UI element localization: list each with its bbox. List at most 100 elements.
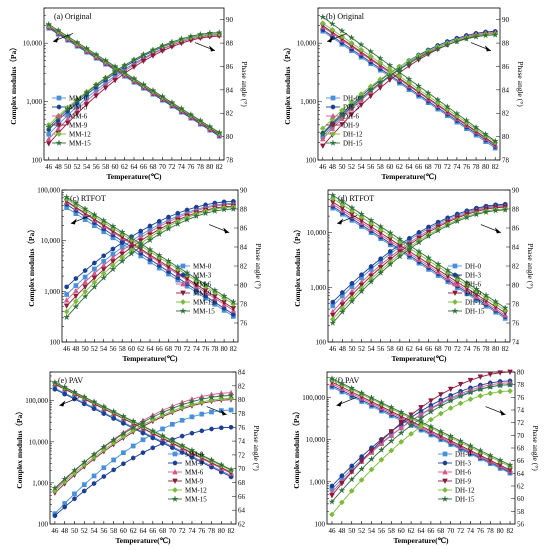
phase-point bbox=[386, 260, 394, 268]
phase-point bbox=[187, 32, 195, 40]
y-right-tick-label: 88 bbox=[226, 40, 234, 48]
x-tick-label: 64 bbox=[416, 345, 424, 353]
x-tick-label: 80 bbox=[206, 163, 214, 171]
y-right-tick-label: 64 bbox=[517, 470, 525, 478]
phase-point bbox=[109, 436, 118, 444]
modulus-point bbox=[198, 451, 206, 459]
y-right-tick-label: 68 bbox=[517, 445, 525, 453]
panel-title: (d) RTFOT bbox=[338, 194, 374, 203]
panel-title: (e) PAV bbox=[58, 376, 83, 385]
x-tick-label: 72 bbox=[454, 345, 462, 353]
phase-point bbox=[457, 381, 464, 388]
modulus-point bbox=[168, 98, 176, 106]
phase-point bbox=[62, 504, 68, 510]
phase-point bbox=[377, 445, 386, 454]
y-left-tick-label: 100 bbox=[315, 521, 326, 529]
modulus-point bbox=[338, 26, 346, 34]
x-tick-label: 76 bbox=[473, 345, 481, 353]
x-tick-label: 62 bbox=[137, 345, 145, 353]
legend-label: DH-0 bbox=[465, 263, 481, 271]
phase-point bbox=[367, 455, 376, 463]
y-right-tick-label: 78 bbox=[517, 381, 525, 389]
legend-marker bbox=[172, 451, 178, 457]
phase-point bbox=[62, 313, 71, 321]
phase-point bbox=[188, 397, 196, 405]
modulus-point bbox=[81, 401, 87, 407]
modulus-point bbox=[348, 384, 356, 392]
x-tick-label: 72 bbox=[184, 345, 192, 353]
modulus-point bbox=[81, 204, 89, 213]
modulus-point bbox=[158, 92, 167, 100]
legend-marker bbox=[180, 280, 186, 287]
legend-marker bbox=[56, 95, 62, 101]
x-tick-label: 46 bbox=[319, 163, 327, 171]
modulus-point bbox=[414, 82, 423, 90]
legend-marker bbox=[452, 272, 458, 278]
x-tick-label: 62 bbox=[396, 163, 404, 171]
y-right-tick-label: 80 bbox=[226, 133, 234, 141]
x-tick-label: 58 bbox=[119, 345, 127, 353]
phase-point bbox=[481, 31, 490, 39]
phase-point bbox=[82, 88, 91, 96]
phase-point bbox=[443, 40, 452, 48]
phase-point bbox=[166, 214, 171, 220]
phase-point bbox=[229, 205, 238, 213]
x-tick-label: 56 bbox=[93, 163, 101, 171]
modulus-point bbox=[338, 197, 347, 205]
phase-point bbox=[73, 283, 79, 288]
phase-point bbox=[347, 102, 356, 110]
phase-point bbox=[81, 482, 87, 487]
modulus-point bbox=[101, 411, 107, 416]
y-right-tick-label: 58 bbox=[517, 508, 525, 516]
phase-point bbox=[348, 469, 355, 475]
y-right-tick-label: 66 bbox=[517, 457, 525, 465]
phase-point bbox=[367, 93, 374, 100]
left-axis-arrowhead bbox=[59, 400, 66, 407]
modulus-point bbox=[463, 278, 471, 287]
phase-point bbox=[51, 484, 59, 492]
x-tick-label: 50 bbox=[338, 163, 346, 171]
phase-point bbox=[211, 207, 219, 215]
phase-point bbox=[424, 232, 433, 240]
phase-point bbox=[109, 265, 117, 273]
modulus-point bbox=[119, 412, 128, 420]
modulus-point bbox=[178, 441, 186, 449]
legend-marker bbox=[56, 122, 62, 129]
phase-point bbox=[434, 44, 442, 52]
x-tick-label: 60 bbox=[128, 345, 136, 353]
modulus-point bbox=[170, 445, 175, 451]
modulus-point bbox=[101, 56, 110, 64]
y-right-tick-label: 76 bbox=[512, 320, 520, 328]
phase-point bbox=[155, 230, 163, 238]
phase-point bbox=[111, 67, 119, 75]
modulus-point bbox=[90, 210, 99, 218]
legend-marker bbox=[442, 487, 448, 493]
y-right-tick-label: 88 bbox=[502, 40, 510, 48]
phase-point bbox=[476, 385, 485, 393]
phase-point bbox=[140, 450, 146, 456]
phase-line-DH-15 bbox=[331, 384, 511, 503]
legend-marker bbox=[329, 139, 337, 147]
phase-point bbox=[82, 268, 88, 273]
modulus-point bbox=[434, 260, 442, 268]
y-right-axis-title: Phase angle (°) bbox=[240, 61, 249, 107]
x-tick-label: 48 bbox=[72, 345, 80, 353]
modulus-point bbox=[366, 47, 375, 55]
y-right-tick-label: 74 bbox=[517, 407, 525, 415]
modulus-point bbox=[140, 430, 146, 436]
x-tick-label: 80 bbox=[482, 163, 490, 171]
phase-point bbox=[329, 493, 335, 499]
x-tick-label: 62 bbox=[408, 527, 416, 535]
phase-point bbox=[119, 251, 126, 258]
y-left-tick-label: 1,000 bbox=[32, 479, 48, 487]
phase-point bbox=[179, 417, 185, 423]
phase-point bbox=[170, 421, 175, 427]
y-right-tick-label: 84 bbox=[502, 86, 510, 94]
legend-label: DH-12 bbox=[343, 131, 363, 139]
x-tick-label: 56 bbox=[109, 345, 117, 353]
series-DH-12 bbox=[328, 376, 514, 518]
legend-label: DH-15 bbox=[465, 308, 485, 316]
y-right-tick-label: 76 bbox=[238, 424, 246, 432]
x-tick-label: 76 bbox=[202, 345, 210, 353]
